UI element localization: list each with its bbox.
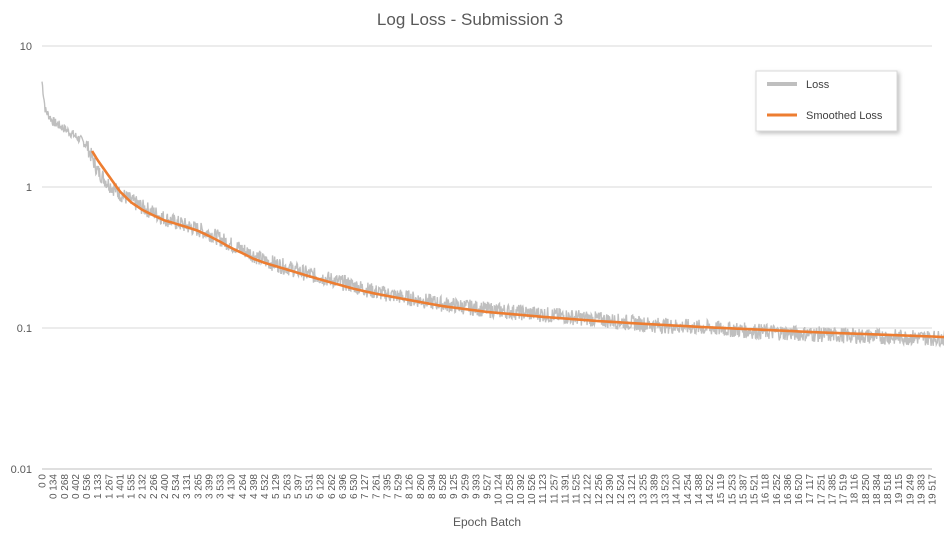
x-tick-label: 4 264 [238, 474, 249, 499]
gridlines [42, 45, 932, 470]
x-tick-label: 12 256 [594, 474, 605, 505]
plot-area [41, 81, 944, 348]
x-tick-label: 2 400 [160, 474, 171, 499]
x-tick-label: 19 383 [916, 474, 927, 505]
x-tick-label: 9 125 [449, 474, 460, 499]
x-axis-label: Epoch Batch [453, 515, 521, 529]
x-tick-label: 14 254 [683, 474, 694, 505]
x-tick-label: 6 128 [316, 474, 327, 499]
x-tick-label: 0 402 [71, 474, 82, 499]
x-tick-label: 18 250 [861, 474, 872, 505]
x-tick-label: 15 253 [727, 474, 738, 505]
x-tick-label: 13 121 [627, 474, 638, 505]
x-tick-label: 11 257 [549, 474, 560, 504]
x-tick-label: 0 268 [60, 474, 71, 499]
x-tick-label: 1 401 [115, 474, 126, 499]
x-tick-label: 10 258 [505, 474, 516, 505]
x-tick-label: 14 522 [705, 474, 716, 505]
x-tick-label: 8 528 [438, 474, 449, 499]
x-tick-label: 4 532 [260, 474, 271, 499]
x-tick-label: 12 122 [583, 474, 594, 505]
x-tick-label: 2 266 [149, 474, 160, 499]
x-tick-label: 17 117 [805, 474, 816, 504]
x-tick-label: 5 397 [293, 474, 304, 499]
x-tick-label: 12 390 [605, 474, 616, 505]
x-tick-label: 1 133 [93, 474, 104, 499]
x-tick-label: 18 518 [883, 474, 894, 505]
x-tick-label: 6 530 [349, 474, 360, 499]
x-tick-label: 3 399 [204, 474, 215, 499]
x-tick-label: 14 388 [694, 474, 705, 505]
x-tick-label: 7 261 [371, 474, 382, 499]
x-tick-label: 15 521 [750, 474, 761, 505]
x-tick-label: 6 396 [338, 474, 349, 499]
legend-label-loss: Loss [806, 79, 830, 91]
x-tick-label: 6 262 [327, 474, 338, 499]
x-tick-label: 17 385 [827, 474, 838, 505]
x-tick-label: 7 395 [382, 474, 393, 499]
x-tick-label: 18 384 [872, 474, 883, 505]
x-tick-label: 13 389 [649, 474, 660, 505]
y-tick-label: 0.01 [11, 464, 32, 476]
x-tick-label: 8 260 [416, 474, 427, 499]
x-tick-label: 15 119 [716, 474, 727, 504]
legend: Loss Smoothed Loss [755, 70, 898, 132]
x-tick-label: 7 529 [394, 474, 405, 499]
x-tick-label: 5 531 [305, 474, 316, 499]
x-tick-label: 11 391 [560, 474, 571, 504]
x-tick-label: 4 130 [227, 474, 238, 499]
x-tick-label: 19 115 [894, 474, 905, 504]
y-tick-label: 1 [26, 182, 32, 194]
x-tick-label: 3 265 [193, 474, 204, 499]
x-tick-label: 3 131 [182, 474, 193, 499]
y-axis-ticks: 10 1 0.1 0.01 [11, 41, 32, 476]
x-tick-label: 19 517 [928, 474, 939, 505]
x-tick-label: 13 523 [661, 474, 672, 505]
x-tick-label: 19 249 [905, 474, 916, 505]
x-tick-label: 1 267 [104, 474, 115, 499]
x-tick-label: 16 520 [794, 474, 805, 505]
x-tick-label: 13 255 [638, 474, 649, 505]
series-line-smoothed-loss [90, 150, 944, 339]
x-tick-label: 14 120 [672, 474, 683, 505]
x-tick-label: 7 127 [360, 474, 371, 499]
chart-title: Log Loss - Submission 3 [377, 10, 563, 29]
x-tick-label: 10 124 [494, 474, 505, 505]
x-tick-label: 10 392 [516, 474, 527, 505]
x-tick-label: 17 251 [816, 474, 827, 505]
y-tick-label: 0.1 [17, 323, 32, 335]
x-tick-label: 0 0 [38, 474, 49, 488]
x-tick-label: 8 394 [427, 474, 438, 499]
x-tick-label: 2 132 [138, 474, 149, 499]
x-tick-label: 10 526 [527, 474, 538, 505]
x-tick-label: 0 536 [82, 474, 93, 499]
x-tick-label: 16 386 [783, 474, 794, 505]
x-tick-label: 0 134 [49, 474, 60, 499]
x-tick-label: 17 519 [839, 474, 850, 505]
x-tick-label: 16 252 [772, 474, 783, 505]
x-tick-label: 16 118 [761, 474, 772, 504]
x-tick-label: 9 527 [483, 474, 494, 499]
x-tick-label: 12 524 [616, 474, 627, 505]
x-tick-label: 11 123 [538, 474, 549, 504]
x-tick-label: 4 398 [249, 474, 260, 499]
x-tick-label: 11 525 [572, 474, 583, 504]
x-tick-label: 18 116 [850, 474, 861, 504]
x-tick-label: 9 259 [460, 474, 471, 499]
y-tick-label: 10 [20, 41, 32, 53]
x-tick-label: 2 534 [171, 474, 182, 499]
x-tick-label: 1 535 [127, 474, 138, 499]
x-tick-label: 5 129 [271, 474, 282, 499]
x-tick-label: 3 533 [216, 474, 227, 499]
legend-box [755, 70, 898, 132]
x-tick-label: 15 387 [738, 474, 749, 505]
x-tick-label: 9 393 [471, 474, 482, 499]
x-tick-label: 5 263 [282, 474, 293, 499]
legend-label-smoothed-loss: Smoothed Loss [806, 110, 883, 122]
x-tick-label: 8 126 [405, 474, 416, 499]
